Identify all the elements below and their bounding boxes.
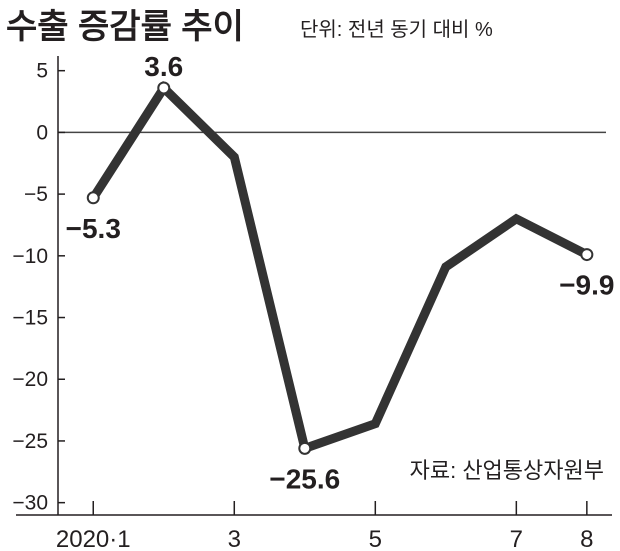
x-tick-label: 5	[369, 526, 382, 551]
x-tick-label: 7	[510, 526, 523, 551]
data-label: −9.9	[559, 270, 614, 301]
y-tick-label: −30	[12, 492, 48, 515]
data-point-marker	[298, 441, 312, 455]
y-tick-label: 5	[36, 60, 48, 83]
unit-note: 단위: 전년 동기 대비 %	[300, 18, 493, 41]
y-tick-label: 0	[36, 121, 48, 144]
x-tick-label: 3	[228, 526, 241, 551]
series-line	[89, 80, 589, 455]
y-tick-label: −15	[12, 307, 48, 330]
data-label: −25.6	[269, 463, 340, 494]
data-label: −5.3	[66, 213, 121, 244]
data-label: 3.6	[144, 51, 183, 82]
source-note: 자료: 산업통상자원부	[410, 458, 604, 483]
x-tick-label: 8	[580, 526, 593, 551]
data-point-marker	[86, 191, 100, 205]
y-tick-label: −5	[24, 183, 48, 206]
y-tick-label: −10	[12, 245, 48, 268]
plot-area: 5 0 −5 −10 −15 −20 −25 −30 2020·1 3 5 7 8 −5.3 3.6 −25.…	[12, 51, 614, 551]
y-tick-label: −20	[12, 368, 48, 391]
data-point-marker	[580, 248, 594, 262]
y-tick-label: −25	[12, 430, 48, 453]
chart-title: 수출 증감률 추이	[6, 8, 244, 46]
data-point-marker	[157, 81, 171, 95]
x-tick-label: 2020·1	[56, 526, 131, 551]
